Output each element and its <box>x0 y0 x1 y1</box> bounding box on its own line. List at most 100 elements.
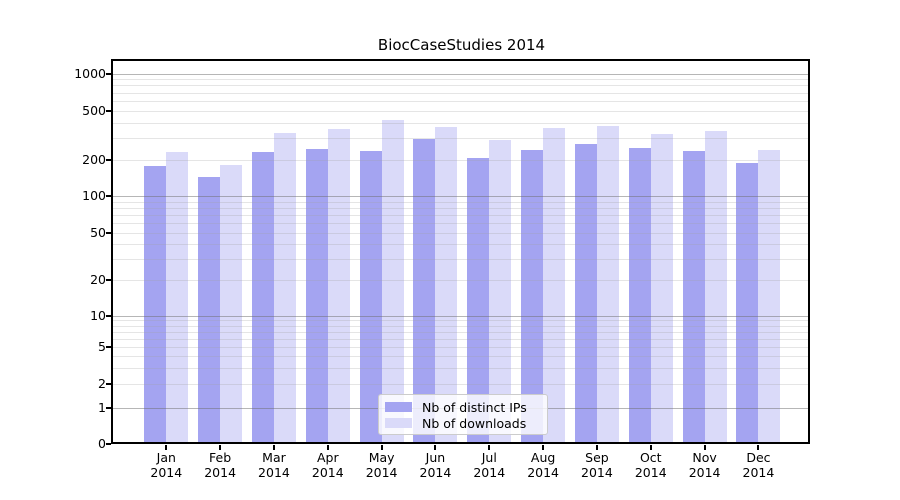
gridline-minor <box>113 325 810 327</box>
gridline-minor <box>113 280 810 281</box>
x-tick-label: Jan 2014 <box>134 450 198 480</box>
x-tick-year: 2014 <box>527 465 560 480</box>
y-tick-mark <box>106 443 111 445</box>
x-tick-year: 2014 <box>742 465 775 480</box>
gridline-minor <box>113 138 810 140</box>
gridline-minor <box>113 338 810 340</box>
bar-distinct-ips-oct <box>628 148 651 444</box>
x-tick-year: 2014 <box>473 465 506 480</box>
bar-downloads-feb <box>220 164 243 444</box>
x-tick-mark <box>595 445 598 450</box>
legend-label: Nb of downloads <box>422 415 527 431</box>
x-tick-mark <box>703 445 706 450</box>
x-tick-year: 2014 <box>311 465 344 480</box>
x-tick-mark <box>542 445 545 450</box>
y-tick-label: 50 <box>90 225 106 240</box>
gridline-minor <box>113 259 810 261</box>
bar-distinct-ips-jul <box>467 158 490 444</box>
bar-downloads-aug <box>543 128 566 444</box>
y-tick-mark <box>106 195 111 197</box>
x-tick-year: 2014 <box>150 465 183 480</box>
y-tick-mark <box>106 232 111 234</box>
x-tick-month: Jun <box>425 450 446 465</box>
x-tick-label: Sep 2014 <box>565 450 629 480</box>
x-tick-year: 2014 <box>365 465 398 480</box>
bar-distinct-ips-dec <box>736 162 759 444</box>
gridline-minor <box>113 85 810 87</box>
bar-distinct-ips-nov <box>682 151 705 444</box>
y-tick-label: 5 <box>98 339 106 354</box>
x-tick-year: 2014 <box>688 465 721 480</box>
x-tick-month: May <box>368 450 395 465</box>
x-tick-mark <box>272 445 275 450</box>
x-tick-year: 2014 <box>634 465 667 480</box>
y-tick-mark <box>106 279 111 281</box>
x-tick-month: Sep <box>585 450 609 465</box>
bar-downloads-jun <box>435 127 458 444</box>
x-tick-mark <box>219 445 222 450</box>
x-tick-label: May 2014 <box>350 450 414 480</box>
x-tick-month: Aug <box>530 450 556 465</box>
gridline-minor <box>113 331 810 333</box>
x-tick-label: Oct 2014 <box>619 450 683 480</box>
x-tick-mark <box>165 445 168 450</box>
x-tick-mark <box>434 445 437 450</box>
x-tick-month: Jan <box>156 450 176 465</box>
gridline-minor <box>113 244 810 246</box>
gridline-minor <box>113 347 810 348</box>
x-tick-month: Apr <box>316 450 339 465</box>
downloads-swatch-icon <box>385 418 412 428</box>
x-tick-year: 2014 <box>581 465 613 480</box>
gridline-major <box>113 196 810 197</box>
distinct-ips-swatch-icon <box>385 402 412 412</box>
x-tick-mark <box>488 445 491 450</box>
x-tick-month: Jul <box>481 450 497 465</box>
gridline-minor <box>113 207 810 209</box>
x-tick-label: Mar 2014 <box>242 450 306 480</box>
bar-downloads-mar <box>273 132 296 444</box>
y-tick-mark <box>106 109 111 112</box>
gridline-minor <box>113 367 810 369</box>
y-tick-label: 2 <box>98 376 106 391</box>
y-tick-label: 100 <box>82 188 106 203</box>
gridline-minor <box>113 320 810 322</box>
bar-distinct-ips-feb <box>198 177 221 444</box>
x-tick-month: Oct <box>639 450 662 465</box>
bar-downloads-dec <box>758 149 781 444</box>
gridline-minor <box>113 201 810 203</box>
bar-distinct-ips-apr <box>305 149 328 444</box>
gridline-minor <box>113 356 810 357</box>
x-tick-label: Jun 2014 <box>403 450 467 480</box>
gridline-minor <box>113 92 810 94</box>
gridline-minor <box>113 233 810 234</box>
legend-item-distinct-ips: Nb of distinct IPs <box>385 399 547 415</box>
gridline-minor <box>113 79 810 81</box>
x-tick-year: 2014 <box>204 465 237 480</box>
bar-distinct-ips-may <box>359 151 382 444</box>
gridline-minor <box>113 160 810 161</box>
x-tick-label: Apr 2014 <box>296 450 360 480</box>
y-tick-label: 10 <box>90 307 106 323</box>
x-tick-month: Feb <box>209 450 232 465</box>
bar-distinct-ips-jun <box>413 139 436 444</box>
y-tick-mark <box>106 407 111 409</box>
legend: Nb of distinct IPs Nb of downloads <box>378 394 548 435</box>
x-tick-year: 2014 <box>258 465 290 480</box>
x-tick-label: Aug 2014 <box>511 450 575 480</box>
y-tick-label: 1000 <box>74 65 106 81</box>
x-tick-mark <box>757 445 760 450</box>
bar-downloads-oct <box>650 133 673 444</box>
bar-downloads-jul <box>489 140 512 444</box>
x-tick-label: Dec 2014 <box>726 450 790 480</box>
gridline-minor <box>113 223 810 225</box>
x-tick-mark <box>326 445 329 450</box>
gridline-minor <box>113 215 810 217</box>
y-tick-label: 0 <box>98 436 106 451</box>
y-tick-label: 200 <box>82 152 106 167</box>
x-tick-mark <box>649 445 652 450</box>
y-tick-mark <box>106 72 111 75</box>
gridline-minor <box>113 100 810 102</box>
bar-downloads-sep <box>596 125 619 444</box>
chart-title: BiocCaseStudies 2014 <box>377 36 546 54</box>
x-tick-month: Nov <box>692 450 717 465</box>
